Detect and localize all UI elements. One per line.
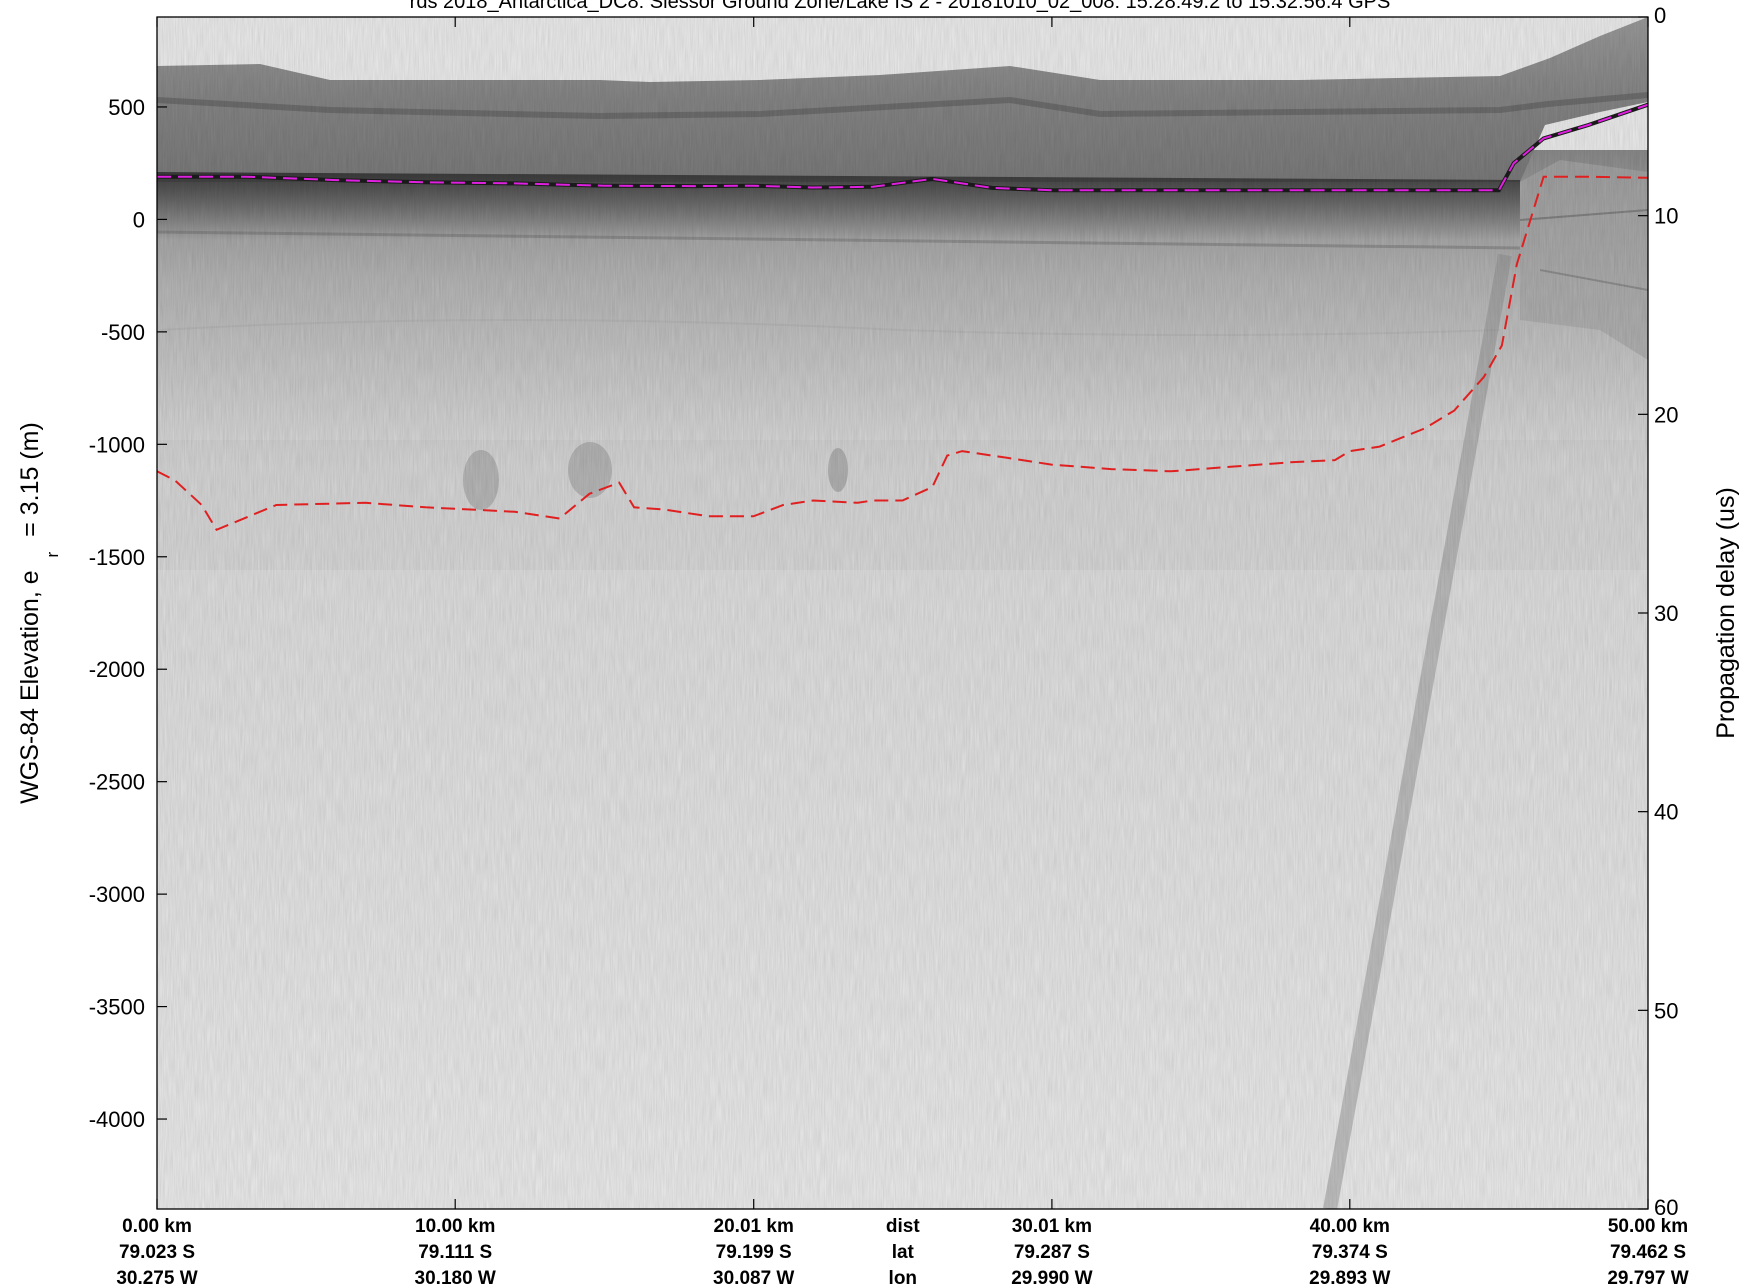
left-tick-label: -500 [101, 320, 145, 345]
layer-picks [157, 102, 1648, 532]
left-axis: 500 0 -500 -1000 -1500 -2000 -2500 -3000 -3500 -4… [89, 95, 167, 1132]
right-axis-title: Propagation delay (us) [1712, 487, 1740, 739]
x-tick-label-lon: 30.275 W [116, 1268, 197, 1286]
bed-pick-line [157, 175, 1648, 532]
x-tick-label-lon: 30.087 W [713, 1268, 794, 1286]
left-tick-label: -3000 [89, 882, 145, 907]
x-tick-label-lon: 29.893 W [1309, 1268, 1390, 1286]
x-tick-label-dist: 40.00 km [1310, 1216, 1390, 1237]
x-tick-label-lon: 30.180 W [415, 1268, 496, 1286]
x-tick-label-dist: 30.01 km [1012, 1216, 1092, 1237]
left-tick-label: -1500 [89, 545, 145, 570]
x-tick-label-dist: 0.00 km [122, 1216, 192, 1237]
left-tick-label: 500 [108, 95, 145, 120]
x-row-name: lat [892, 1242, 915, 1263]
x-tick-label-dist: 20.01 km [714, 1216, 794, 1237]
left-axis-title-main: WGS-84 Elevation, e [16, 570, 44, 803]
x-tick-label-lat: 79.374 S [1312, 1242, 1388, 1263]
x-row-name: dist [886, 1216, 920, 1237]
left-axis-title: WGS-84 Elevation, e r = 3.15 (m) [16, 422, 64, 804]
right-tick-label: 10 [1654, 204, 1678, 229]
right-tick-label: 20 [1654, 402, 1678, 427]
right-axis: 0 10 20 30 40 50 60 [1638, 3, 1678, 1220]
x-tick-label-lat: 79.111 S [418, 1242, 492, 1263]
left-axis-title-subscript: r [43, 551, 62, 557]
x-tick-label-dist: 10.00 km [415, 1216, 495, 1237]
x-tick-label-lon: 29.990 W [1011, 1268, 1092, 1286]
x-tick-label-lat: 79.199 S [716, 1242, 792, 1263]
right-tick-label: 40 [1654, 800, 1678, 825]
x-row-name: lon [889, 1268, 918, 1286]
surface-pick-line [157, 103, 1648, 192]
left-tick-label: -3500 [89, 995, 145, 1020]
x-axis: 0.00 km 79.023 S 30.275 W 10.00 km 79.111 S 3… [116, 17, 1689, 1286]
x-tick-label-lat: 79.023 S [119, 1242, 195, 1263]
left-tick-label: -2000 [89, 657, 145, 682]
left-tick-label: -4000 [89, 1107, 145, 1132]
svg-text:WGS-84 Elevation, e r: WGS-84 Elevation, e r = 3.15 (m) [16, 422, 64, 804]
left-tick-label: 0 [133, 207, 145, 232]
left-axis-title-tail: = 3.15 (m) [16, 422, 44, 537]
radar-image [157, 17, 1648, 1209]
right-tick-label: 30 [1654, 601, 1678, 626]
x-tick-label-lat: 79.287 S [1014, 1242, 1090, 1263]
chart-title: rds 2018_Antarctica_DC8: Slessor Ground … [410, 0, 1391, 13]
right-tick-label: 60 [1654, 1195, 1678, 1220]
x-tick-label-dist: 50.00 km [1608, 1216, 1688, 1237]
left-tick-label: -1000 [89, 432, 145, 457]
right-tick-label: 0 [1654, 3, 1666, 28]
right-tick-label: 50 [1654, 998, 1678, 1023]
x-tick-label-lon: 29.797 W [1607, 1268, 1688, 1286]
x-tick-label-lat: 79.462 S [1610, 1242, 1686, 1263]
left-tick-label: -2500 [89, 770, 145, 795]
